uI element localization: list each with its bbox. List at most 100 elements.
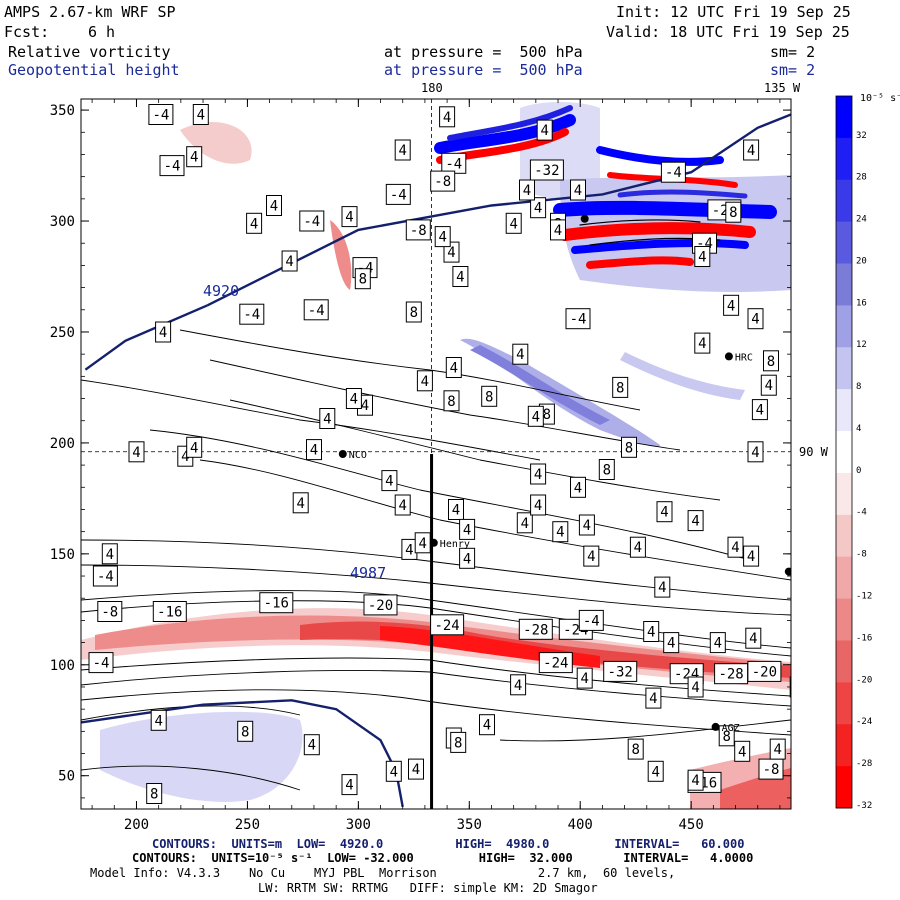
vorticity-label: -4 xyxy=(159,155,185,177)
vorticity-label-text: 4 xyxy=(516,347,524,363)
vorticity-label-text: -24 xyxy=(434,618,459,634)
vorticity-label: -20 xyxy=(747,660,782,682)
vorticity-label-text: 4 xyxy=(390,764,398,780)
vorticity-label-text: 4 xyxy=(181,449,189,465)
footer-physics: LW: RRTM SW: RRTMG DIFF: simple KM: 2D S… xyxy=(258,881,598,895)
vorticity-label-text: 8 xyxy=(485,389,493,405)
vorticity-label-text: 4 xyxy=(773,742,781,758)
vorticity-label-text: 4 xyxy=(532,409,540,425)
vorticity-label: 4 xyxy=(745,627,762,649)
vorticity-label: 8 xyxy=(598,459,615,480)
height-label-4920: 4920 xyxy=(203,282,239,300)
vorticity-label: 8 xyxy=(237,720,254,742)
vorticity-label: 4 xyxy=(439,106,456,128)
vorticity-label-text: 4 xyxy=(660,505,668,521)
vorticity-label-text: 4 xyxy=(691,773,699,789)
vorticity-label: -4 xyxy=(92,565,118,587)
vorticity-label: 4 xyxy=(709,632,726,654)
vorticity-label-text: 4 xyxy=(540,123,548,139)
vorticity-label: 4 xyxy=(512,343,529,365)
vorticity-label: 4 xyxy=(747,308,764,330)
vorticity-label-text: -4 xyxy=(152,108,169,124)
colorbar-segment xyxy=(836,263,852,306)
vorticity-label-text: 4 xyxy=(421,374,429,390)
vorticity-label: -8 xyxy=(97,601,123,622)
vorticity-label-text: 8 xyxy=(729,205,737,221)
y-tick-label: 200 xyxy=(50,436,75,452)
colorbar-segment xyxy=(836,347,852,390)
colorbar-tick-label: -20 xyxy=(856,675,872,685)
height-contour-0 xyxy=(84,304,208,371)
vorticity-label-text: 4 xyxy=(310,443,318,459)
vorticity-label-text: 4 xyxy=(634,540,642,556)
vorticity-label-text: 4 xyxy=(534,467,542,483)
vorticity-label-text: 4 xyxy=(751,312,759,328)
station-name: HRC xyxy=(735,352,753,363)
vorticity-label: 4 xyxy=(760,374,777,396)
vorticity-label: -4 xyxy=(441,152,467,174)
vorticity-label: -20 xyxy=(363,594,398,616)
vorticity-label: -4 xyxy=(303,299,329,321)
vorticity-label-text: 4 xyxy=(738,744,746,760)
vorticity-label: 4 xyxy=(319,408,336,429)
x-tick-label: 450 xyxy=(679,817,704,833)
footer-model-info: Model Info: V4.3.3 No Cu MYJ PBL Morriso… xyxy=(90,866,676,880)
vorticity-label: 4 xyxy=(341,206,358,228)
vorticity-label-text: 4 xyxy=(698,250,706,266)
vorticity-label-text: 8 xyxy=(603,463,611,479)
station-dot xyxy=(429,538,438,547)
vorticity-label: 4 xyxy=(530,494,547,516)
vorticity-label-text: 4 xyxy=(747,143,755,159)
vorticity-label: 8 xyxy=(621,436,637,458)
vorticity-label-text: 4 xyxy=(270,199,278,215)
vorticity-label: -8 xyxy=(430,170,456,192)
plot-frame xyxy=(80,98,792,810)
vorticity-label: 8 xyxy=(405,301,422,323)
y-axis-ticks: 50 100 150 200 250 300 350 xyxy=(50,103,791,799)
forecast-label: Fcst: xyxy=(4,23,50,41)
vorticity-label: 4 xyxy=(647,760,664,782)
vorticity-label-text: -8 xyxy=(763,762,780,778)
vorticity-label: 4 xyxy=(186,436,203,458)
colorbar-segment xyxy=(836,431,852,474)
vorticity-label-text: -4 xyxy=(665,165,682,181)
vorticity-label-text: 4 xyxy=(361,398,369,414)
vorticity-label: 4 xyxy=(687,510,704,532)
vorticity-label-text: 4 xyxy=(443,110,451,126)
x-tick-label: 400 xyxy=(568,817,593,833)
vorticity-label: 4 xyxy=(246,212,263,234)
vorticity-label: 4 xyxy=(414,532,431,554)
vorticity-label: -16 xyxy=(259,592,294,614)
vorticity-label: 4 xyxy=(687,676,704,698)
field1-name: Relative vorticity xyxy=(8,43,171,61)
colorbar-tick-label: -24 xyxy=(856,717,872,727)
x-tick-label: 300 xyxy=(346,817,371,833)
vorticity-label-text: 4 xyxy=(827,662,835,678)
vorticity-label-text: 4 xyxy=(345,210,353,226)
vorticity-contour-labels: -16-16 -20-24 -28 -24-24-32 -24 -28 -20-12 -8-4… xyxy=(88,104,835,804)
vorticity-label-text: 4 xyxy=(698,336,706,352)
footer-vorticity-contours: CONTOURS: UNITS=10⁻⁵ s⁻¹ LOW= -32.000 HI… xyxy=(132,851,754,865)
vorticity-label-text: 4 xyxy=(749,631,757,647)
colorbar-tick-label: 8 xyxy=(856,382,861,392)
vorticity-label-text: 4 xyxy=(756,403,764,419)
vorticity-label: 4 xyxy=(381,470,398,492)
vorticity-label-text: -16 xyxy=(157,605,182,621)
vorticity-label: -4 xyxy=(660,161,686,183)
vorticity-label: 4 xyxy=(536,119,553,141)
vorticity-label-text: 4 xyxy=(463,522,471,538)
vorticity-label: 8 xyxy=(789,676,791,698)
colorbar-segment xyxy=(836,640,852,683)
vorticity-label-text: -4 xyxy=(308,303,325,319)
vorticity-label-text: 4 xyxy=(190,150,198,166)
vorticity-label: 8 xyxy=(481,385,498,407)
colorbar-tick-label: 20 xyxy=(856,256,867,266)
vorticity-label: 4 xyxy=(186,146,203,168)
vorticity-label: 4 xyxy=(727,536,744,558)
vorticity-label-text: 4 xyxy=(556,525,564,541)
station-name: Henry xyxy=(440,539,470,550)
vorticity-label-text: -4 xyxy=(97,569,114,585)
vorticity-label-text: 4 xyxy=(649,691,657,707)
colorbar-tick-label: 12 xyxy=(856,340,867,350)
vorticity-label-text: 4 xyxy=(197,108,205,124)
